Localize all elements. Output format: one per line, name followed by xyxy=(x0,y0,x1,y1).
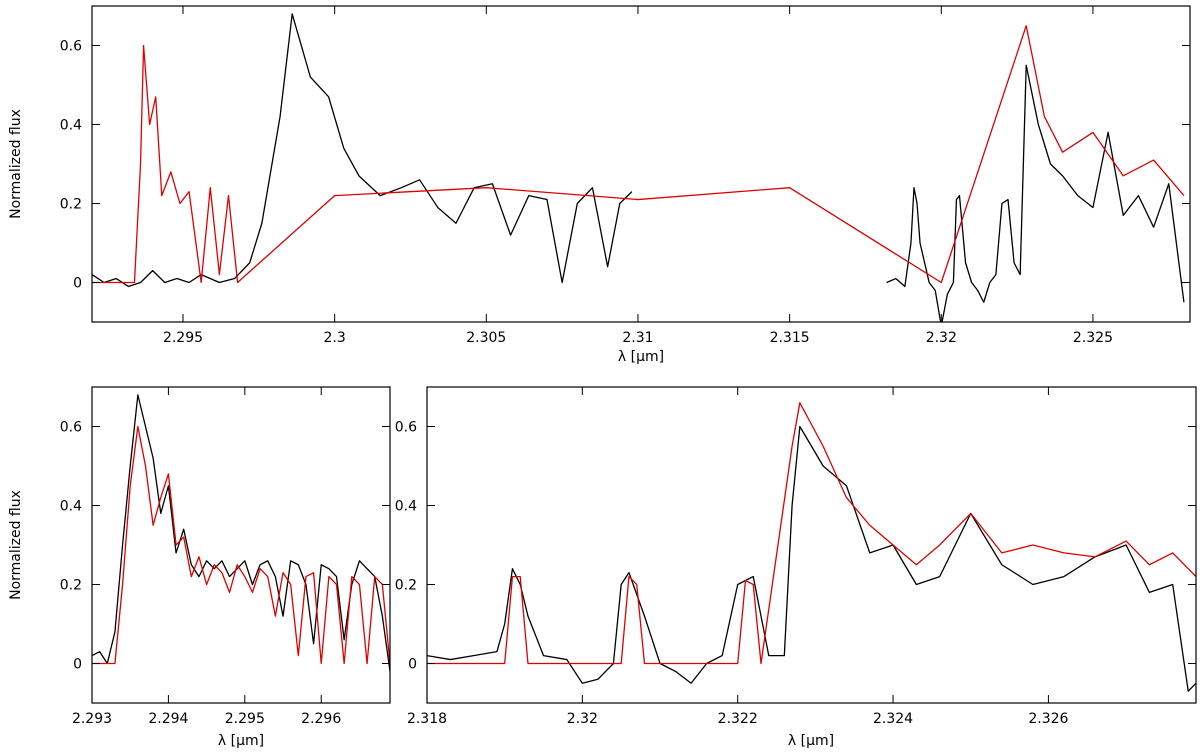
observed-spectrum-line-1 xyxy=(886,64,1185,322)
y-tick-label: 0.6 xyxy=(60,420,82,436)
panel-bottom-left-ylabel: Normalized flux xyxy=(8,490,24,600)
y-tick-label: 0.2 xyxy=(60,197,82,213)
x-tick-label: 2.296 xyxy=(301,711,341,727)
observed-spectrum-line-0 xyxy=(92,13,633,288)
y-tick-label: 0.6 xyxy=(60,39,82,55)
x-tick-label: 2.305 xyxy=(466,330,506,346)
x-tick-label: 2.326 xyxy=(1028,711,1068,727)
panel-top: 2.295 2.3 2.305 2.31 2.315 2.32 2.325 0 0.2 0.4 0.… xyxy=(8,5,1191,365)
x-tick-label: 2.315 xyxy=(770,330,810,346)
model-spectrum-line-0 xyxy=(427,402,1196,665)
panel-top-ticks: 2.295 2.3 2.305 2.31 2.315 2.32 2.325 0 0.2 0.4 0.… xyxy=(60,6,1190,346)
y-tick-label: 0.2 xyxy=(60,578,82,594)
y-tick-label: 0 xyxy=(73,657,82,673)
x-tick-label: 2.32 xyxy=(567,711,598,727)
x-tick-label: 2.295 xyxy=(163,330,203,346)
x-tick-label: 2.318 xyxy=(407,711,447,727)
model-spectrum-line-0 xyxy=(92,425,390,665)
panel-top-xlabel: λ [μm] xyxy=(618,349,664,365)
panel-bottom-right-xlabel: λ [μm] xyxy=(788,733,834,749)
panel-bottom-right-series xyxy=(427,402,1196,692)
panel-bottom-left: 2.293 2.294 2.295 2.296 0 0.2 0.4 0.6 λ [μm] No… xyxy=(8,386,391,749)
x-tick-label: 2.295 xyxy=(225,711,265,727)
panel-top-ylabel: Normalized flux xyxy=(8,109,24,219)
y-tick-label: 0 xyxy=(73,276,82,292)
observed-spectrum-line-0 xyxy=(427,425,1196,692)
panel-top-frame xyxy=(91,5,1191,323)
observed-spectrum-line-0 xyxy=(92,394,390,672)
panel-bottom-left-frame xyxy=(91,386,391,704)
y-tick-label: 0.6 xyxy=(395,420,417,436)
panel-bottom-right-ticks: 2.318 2.32 2.322 2.324 2.326 0 0.2 0.4 0.6 xyxy=(395,387,1196,727)
y-tick-label: 0.4 xyxy=(60,499,82,515)
y-tick-label: 0.2 xyxy=(395,578,417,594)
model-spectrum-line-0 xyxy=(92,25,1185,284)
panel-bottom-left-xlabel: λ [μm] xyxy=(218,733,264,749)
x-tick-label: 2.294 xyxy=(148,711,188,727)
x-tick-label: 2.32 xyxy=(926,330,957,346)
y-tick-label: 0.4 xyxy=(395,499,417,515)
x-tick-label: 2.31 xyxy=(622,330,653,346)
x-tick-label: 2.3 xyxy=(324,330,346,346)
panel-bottom-left-ticks: 2.293 2.294 2.295 2.296 0 0.2 0.4 0.6 xyxy=(60,387,390,727)
x-tick-label: 2.325 xyxy=(1073,330,1113,346)
panel-bottom-right-frame xyxy=(426,386,1197,704)
panel-top-series xyxy=(92,13,1185,322)
y-tick-label: 0.4 xyxy=(60,118,82,134)
x-tick-label: 2.324 xyxy=(873,711,913,727)
y-tick-label: 0 xyxy=(408,657,417,673)
panel-bottom-right: 2.318 2.32 2.322 2.324 2.326 0 0.2 0.4 0.6 λ [μm… xyxy=(395,386,1197,749)
x-tick-label: 2.322 xyxy=(718,711,758,727)
x-tick-label: 2.293 xyxy=(72,711,112,727)
panel-bottom-left-series xyxy=(92,394,390,672)
